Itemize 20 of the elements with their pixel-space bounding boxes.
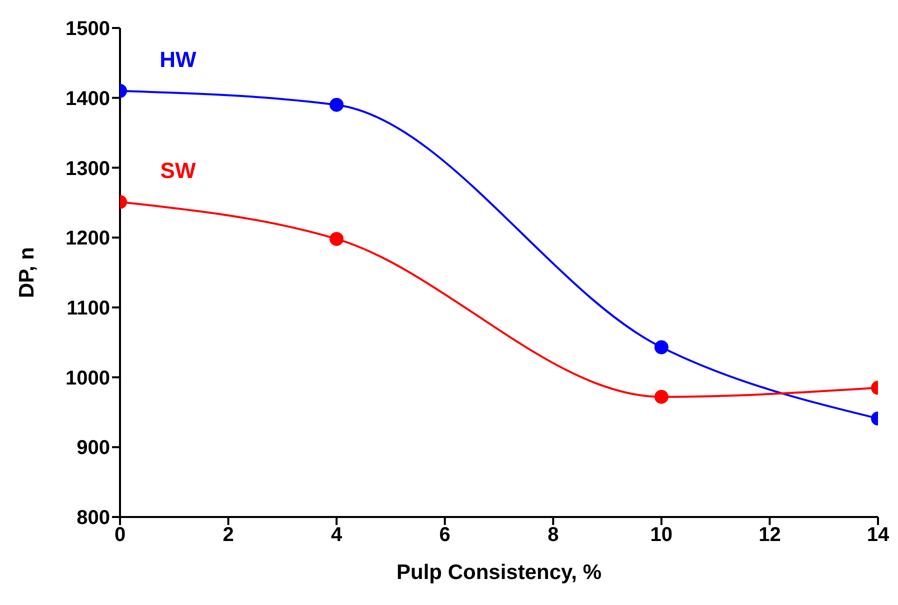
y-tick-label: 1100 bbox=[66, 298, 110, 320]
x-tick-label: 14 bbox=[866, 524, 890, 546]
y-tick-label: 800 bbox=[76, 507, 110, 530]
x-tick-label: 6 bbox=[439, 524, 450, 546]
x-tick-label: 10 bbox=[650, 524, 673, 546]
y-tick-label: 1000 bbox=[66, 367, 110, 390]
x-tick-label: 12 bbox=[758, 524, 781, 546]
x-axis-title: Pulp Consistency, % bbox=[396, 561, 602, 584]
series-label: SW bbox=[160, 158, 196, 183]
y-tick-label: 1400 bbox=[66, 88, 110, 110]
y-tick-label: 900 bbox=[76, 437, 110, 460]
x-tick-label: 8 bbox=[548, 524, 559, 546]
x-tick-label: 4 bbox=[331, 524, 344, 546]
x-tick-label: 0 bbox=[114, 524, 126, 546]
series-label: HW bbox=[160, 46, 197, 72]
x-tick-label: 2 bbox=[222, 524, 234, 546]
y-tick-label: 1300 bbox=[66, 158, 110, 180]
y-tick-label: 1200 bbox=[66, 228, 110, 250]
y-tick-label: 1500 bbox=[66, 18, 110, 40]
y-axis-title: DP, n bbox=[15, 247, 38, 298]
